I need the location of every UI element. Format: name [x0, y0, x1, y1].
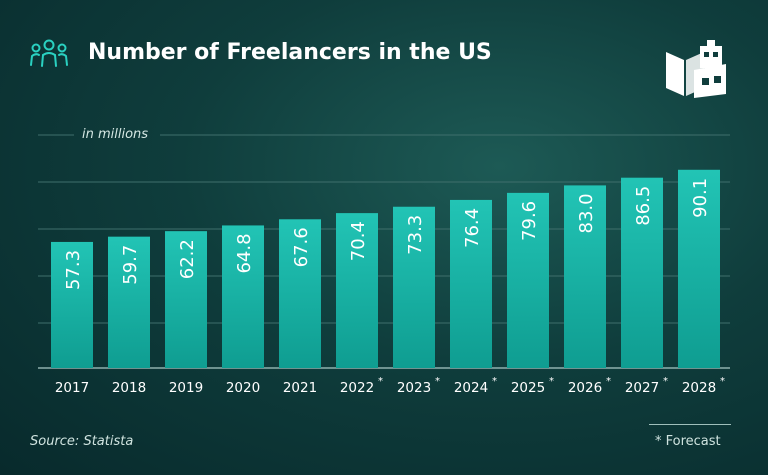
value-label: 59.7 — [120, 245, 141, 285]
forecast-asterisk: * — [720, 376, 725, 387]
x-tick-label: 2021 — [283, 380, 317, 396]
forecast-asterisk: * — [378, 376, 383, 387]
x-tick-label: 2017 — [55, 380, 89, 396]
forecast-asterisk: * — [549, 376, 554, 387]
x-tick-label: 2018 — [112, 380, 146, 396]
x-tick-label: 2019 — [169, 380, 203, 396]
value-label: 83.0 — [576, 193, 597, 233]
bar-2023 — [393, 206, 435, 368]
value-label: 64.8 — [234, 233, 255, 273]
x-tick-label: 2027 — [625, 380, 659, 396]
forecast-asterisk: * — [435, 376, 440, 387]
source-note: Source: Statista — [30, 434, 134, 449]
x-tick-label: 2023 — [397, 380, 431, 396]
bar-2018 — [108, 236, 150, 368]
x-tick-label: 2028 — [682, 380, 716, 396]
bar-2019 — [165, 231, 207, 368]
forecast-note: * Forecast — [655, 434, 721, 449]
value-label: 67.6 — [291, 227, 312, 267]
bar-2026 — [564, 185, 606, 368]
value-label: 79.6 — [519, 201, 540, 241]
bar-2020 — [222, 225, 264, 368]
page-title: Number of Freelancers in the US — [88, 40, 492, 65]
bar-2017 — [51, 241, 93, 368]
x-tick-label: 2020 — [226, 380, 260, 396]
bar-2021 — [279, 219, 321, 368]
people-group-icon — [30, 39, 68, 67]
bar-2028 — [678, 169, 720, 368]
unit-label: in millions — [82, 127, 148, 142]
x-tick-label: 2022 — [340, 380, 374, 396]
book-box-logo-icon — [666, 40, 726, 98]
footer-divider — [649, 424, 731, 425]
value-label: 76.4 — [462, 208, 483, 248]
value-label: 62.2 — [177, 239, 198, 279]
bar-2024 — [450, 199, 492, 368]
forecast-asterisk: * — [606, 376, 611, 387]
forecast-asterisk: * — [492, 376, 497, 387]
bar-2027 — [621, 177, 663, 368]
value-label: 73.3 — [405, 215, 426, 255]
x-tick-label: 2024 — [454, 380, 488, 396]
bar-2025 — [507, 192, 549, 368]
x-tick-label: 2025 — [511, 380, 545, 396]
forecast-asterisk: * — [663, 376, 668, 387]
bar-2022 — [336, 213, 378, 368]
x-tick-label: 2026 — [568, 380, 602, 396]
value-label: 86.5 — [633, 186, 654, 226]
value-label: 57.3 — [63, 250, 84, 290]
value-label: 70.4 — [348, 221, 369, 261]
value-label: 90.1 — [690, 178, 711, 218]
